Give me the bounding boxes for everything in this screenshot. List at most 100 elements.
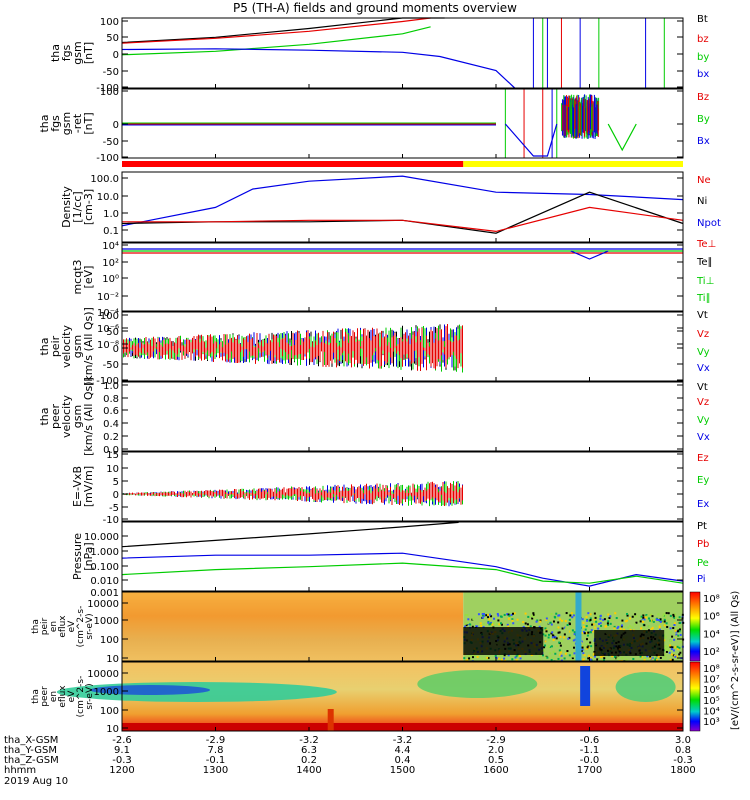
legend-Pb: Pb bbox=[697, 539, 709, 550]
series-pressure-Pe bbox=[121, 562, 684, 584]
y-tick-label: 10.000 bbox=[84, 532, 119, 543]
panel-peer_vel: 1.0 0.80.6 0.4 0.2 0.0 thapeervelocitygsm[km/… bbox=[38, 377, 710, 456]
ephemeris-value: -1.1 bbox=[579, 745, 600, 756]
y-axis-label: mcqt3 bbox=[71, 259, 84, 294]
legend-Ex: Ex bbox=[697, 499, 709, 510]
y-axis-label: -ret bbox=[71, 113, 84, 133]
y-tick-label: 0.001 bbox=[90, 588, 119, 599]
y-tick-label: -100 bbox=[96, 153, 119, 164]
y-tick-label: 10 bbox=[106, 464, 119, 475]
y-tick-label: 1000 bbox=[94, 687, 119, 698]
series-density-Ne bbox=[122, 206, 684, 233]
panel-density: 100.0 10.0 1.0 0.1 Density[1/cc][cm-3] Ne Ni Np… bbox=[60, 171, 721, 243]
legend-Ey: Ey bbox=[697, 475, 709, 486]
series-fgs-by bbox=[121, 26, 431, 56]
ephemeris-value: -3.2 bbox=[392, 735, 413, 746]
ephemeris-value: 7.8 bbox=[207, 745, 224, 756]
y-tick-label: 100 bbox=[100, 311, 119, 322]
y-tick-label: 10⁴ bbox=[102, 241, 119, 252]
ephemeris-value: 3.0 bbox=[675, 735, 691, 746]
y-tick-label: 5 bbox=[113, 477, 119, 488]
date-label: 2019 Aug 10 bbox=[4, 776, 69, 787]
colorbar-tick-label: 10⁸ bbox=[703, 594, 720, 605]
spectrogram-peir-dark-2 bbox=[594, 630, 665, 656]
y-axis-label: eflux bbox=[58, 615, 68, 638]
y-axis-label: gsm bbox=[71, 405, 84, 428]
series-density-Npot bbox=[121, 175, 684, 227]
y-tick-label: 100 bbox=[100, 706, 119, 717]
ephemeris-value: 9.1 bbox=[114, 745, 130, 756]
panel-frame bbox=[121, 381, 684, 452]
y-axis-label: peir bbox=[40, 617, 50, 635]
ephemeris-value: 1300 bbox=[202, 765, 229, 776]
y-axis-label: [cm-3] bbox=[82, 189, 95, 225]
series-fgs-bz bbox=[121, 17, 431, 44]
y-tick-label: 1.0 bbox=[103, 209, 119, 220]
ephemeris-value: 2.0 bbox=[488, 745, 504, 756]
y-tick-label: 0 bbox=[113, 344, 119, 355]
fgs-dc-disturbance bbox=[561, 94, 600, 139]
ephemeris-value: -0.0 bbox=[579, 755, 600, 766]
legend-Pi: Pi bbox=[697, 574, 706, 585]
panel-peer_en: 10000 1000 100 10 tha peer en eflux eV (cm^2-s-sr… bbox=[31, 661, 720, 735]
y-tick-label: 10000 bbox=[87, 599, 119, 610]
colorbar-tick-label: 10⁶ bbox=[703, 612, 720, 623]
y-axis-label: sr-eV) bbox=[85, 613, 95, 639]
y-axis-label: tha bbox=[38, 337, 51, 355]
colorbar bbox=[689, 661, 701, 732]
ephemeris-value: 6.3 bbox=[301, 745, 317, 756]
y-axis-label: en bbox=[49, 691, 59, 702]
legend-by: by bbox=[697, 52, 709, 63]
y-axis-label: Density bbox=[60, 186, 73, 228]
y-axis-label: fgs bbox=[60, 44, 73, 61]
legend-Vz: Vz bbox=[697, 397, 709, 408]
peir-velocity-noise bbox=[121, 323, 463, 373]
y-axis-label: [mV/m] bbox=[82, 466, 95, 507]
y-tick-label: 0.4 bbox=[103, 419, 119, 430]
ephemeris-value: 4.4 bbox=[394, 745, 411, 756]
fgs-dc-dip bbox=[504, 123, 558, 157]
legend-Ez: Ez bbox=[697, 453, 709, 464]
y-axis-label: [1/cc] bbox=[71, 191, 84, 222]
y-tick-label: 0.0 bbox=[103, 445, 119, 456]
spectrogram-peer-cool-2 bbox=[90, 685, 211, 695]
y-axis-label: tha bbox=[38, 407, 51, 425]
y-tick-label: 10000 bbox=[87, 669, 119, 680]
y-axis-label: [eV] bbox=[82, 266, 95, 289]
spectrogram-peer-stripe bbox=[580, 666, 591, 706]
ephemeris-value: 1200 bbox=[109, 765, 135, 776]
legend-Vy: Vy bbox=[697, 347, 710, 358]
y-tick-label: 100 bbox=[100, 17, 119, 28]
colorbar-tick-label: 10³ bbox=[703, 717, 720, 728]
y-tick-label: 50 bbox=[106, 33, 119, 44]
y-axis-label: tha bbox=[31, 619, 41, 634]
panel-temp: 10⁴ 10² 10⁰ 10⁻² 10⁻⁴ 10⁻⁶ 10⁻⁸ mcqt3[eV] Te⊥ Te∥… bbox=[71, 239, 716, 351]
y-tick-label: 0.1 bbox=[103, 226, 119, 237]
legend-Ni: Ni bbox=[697, 196, 707, 207]
y-tick-label: 0.2 bbox=[103, 432, 119, 443]
ephemeris-row-label: tha_Z-GSM bbox=[4, 755, 59, 766]
y-tick-label: 1.0 bbox=[103, 381, 119, 392]
y-tick-label: 15 bbox=[106, 450, 119, 461]
legend-bz: bz bbox=[697, 34, 709, 45]
colorbar-tick-label: 10⁶ bbox=[703, 685, 720, 696]
ephemeris-value: 1600 bbox=[483, 765, 509, 776]
y-tick-label: 0 bbox=[113, 50, 119, 61]
y-axis-label: [nT] bbox=[82, 42, 95, 64]
y-axis-label: [nPa] bbox=[82, 542, 95, 570]
panel-frame bbox=[121, 521, 684, 592]
ephemeris-value: -3.2 bbox=[299, 735, 319, 746]
y-tick-label: -100 bbox=[96, 83, 119, 94]
y-axis-label: tha bbox=[38, 114, 51, 132]
y-tick-label: 1000 bbox=[94, 616, 119, 627]
legend-Bt: Bt bbox=[697, 14, 708, 25]
series-fgs-bx bbox=[121, 48, 516, 89]
y-tick-label: 10 bbox=[106, 654, 119, 665]
y-axis-label: gsm bbox=[71, 335, 84, 358]
y-tick-label: 10⁻² bbox=[97, 292, 119, 303]
y-axis-label: gsm bbox=[71, 41, 84, 64]
